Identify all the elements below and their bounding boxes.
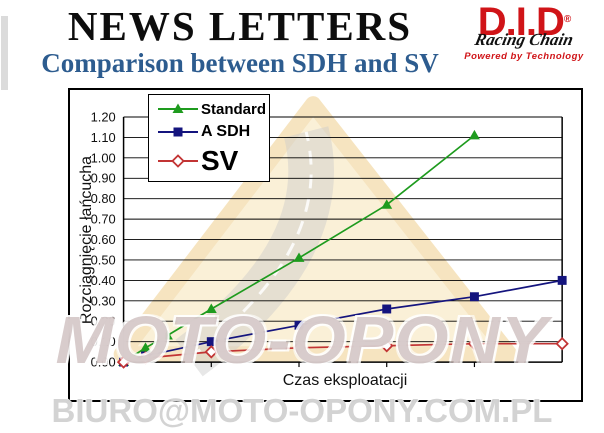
page-subtitle: Comparison between SDH and SV xyxy=(41,48,439,78)
svg-text:0.10: 0.10 xyxy=(91,334,116,349)
svg-text:0.30: 0.30 xyxy=(91,293,116,308)
svg-text:1.00: 1.00 xyxy=(91,150,116,165)
legend-item-a-sdh: A SDH xyxy=(157,119,263,145)
did-brand-text: D.I.D® xyxy=(450,2,598,42)
registered-trademark-icon: ® xyxy=(563,14,571,25)
svg-text:0.50: 0.50 xyxy=(91,252,116,267)
svg-text:0.80: 0.80 xyxy=(91,191,116,206)
svg-text:0.70: 0.70 xyxy=(91,212,116,227)
svg-text:0.20: 0.20 xyxy=(91,314,116,329)
legend-item-sv: SV xyxy=(157,145,263,177)
legend-label: SV xyxy=(201,145,239,176)
did-brand-label: D.I.D xyxy=(477,0,565,44)
chart-frame: 0.00 0.10 0.20 0.30 0.40 0.50 0.60 0.70 0.80 0.90… xyxy=(68,88,583,402)
svg-text:0.40: 0.40 xyxy=(91,273,116,288)
chart-legend: Standard A SDH SV xyxy=(148,94,270,182)
svg-text:0.60: 0.60 xyxy=(91,232,116,247)
page-title: NEWS LETTERS xyxy=(67,3,413,49)
y-axis-title: Rozciągnięcie łańcucha xyxy=(78,155,95,325)
legend-label: A SDH xyxy=(201,123,251,140)
x-axis-title: Czas eksploatacji xyxy=(282,372,408,389)
legend-swatch-diamond-icon xyxy=(158,154,198,168)
svg-text:1.20: 1.20 xyxy=(91,109,116,124)
did-tagline: Powered by Technology xyxy=(464,51,584,62)
watermark-edge-fragment xyxy=(1,16,8,90)
svg-text:0.90: 0.90 xyxy=(91,171,116,186)
svg-text:0.00: 0.00 xyxy=(91,355,116,370)
legend-swatch-triangle-icon xyxy=(158,103,198,113)
legend-swatch-square-icon xyxy=(158,127,198,137)
racing-chain-script: Racing Chain xyxy=(473,30,576,49)
line-chart: 0.00 0.10 0.20 0.30 0.40 0.50 0.60 0.70 0.80 0.90… xyxy=(91,109,569,370)
road-sign-watermark-icon xyxy=(113,96,518,377)
did-logo: D.I.D® Racing Chain Powered by Technolog… xyxy=(450,2,598,62)
legend-item-standard: Standard xyxy=(157,99,267,119)
legend-label: Standard xyxy=(201,100,267,118)
svg-text:1.10: 1.10 xyxy=(91,130,116,145)
